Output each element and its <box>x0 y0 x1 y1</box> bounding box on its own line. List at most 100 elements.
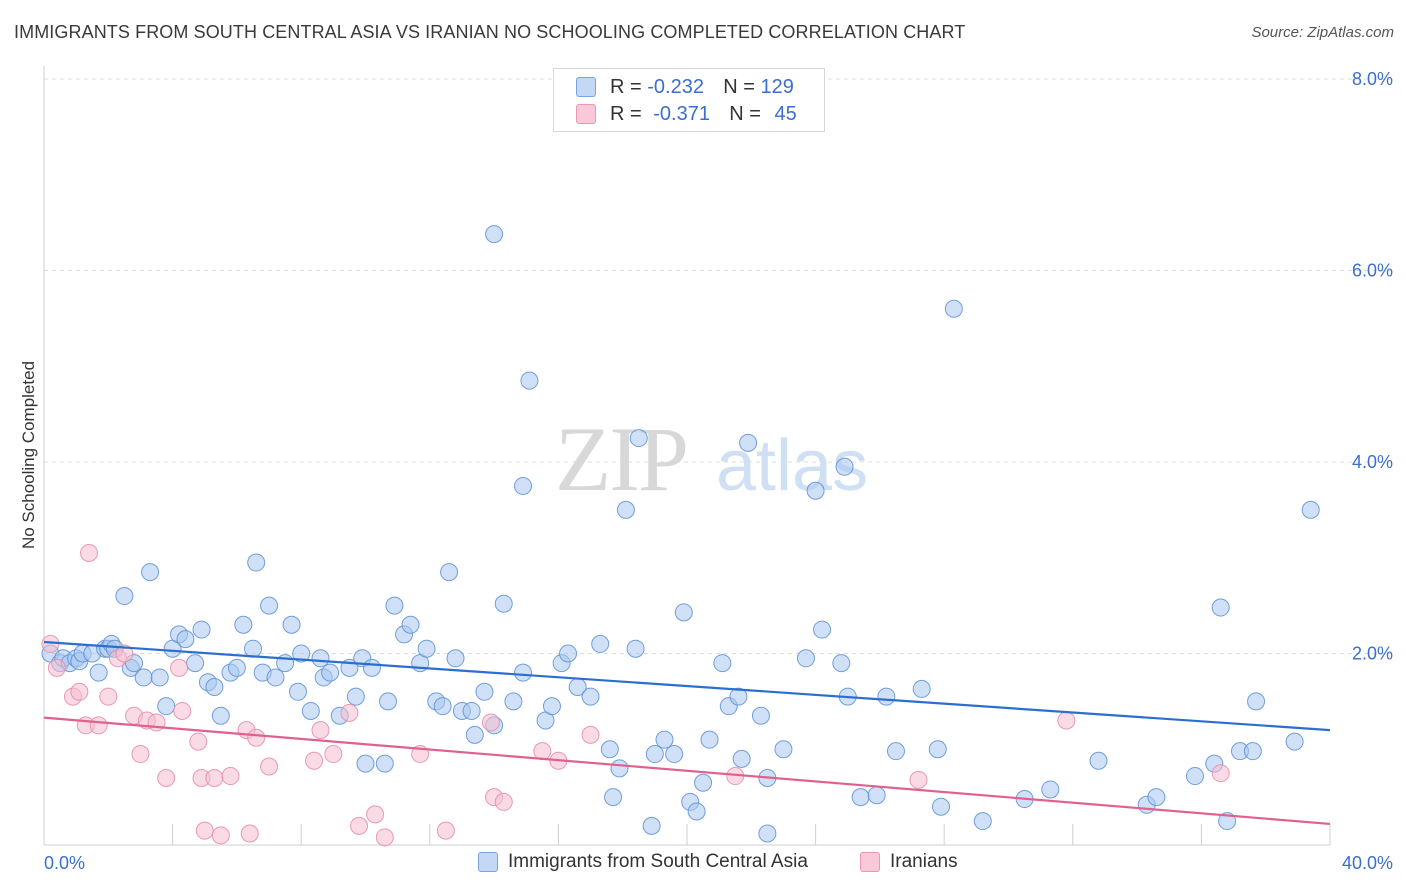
immigrants-point <box>462 701 481 720</box>
bottom-legend-swatch-pink <box>860 852 880 872</box>
immigrants-point <box>674 603 693 622</box>
immigrants-point <box>928 740 947 759</box>
x-tick-label-max: 40.0% <box>1342 853 1393 873</box>
legend-r-label: R = <box>610 102 642 125</box>
immigrants-point <box>1301 500 1320 519</box>
immigrants-point <box>301 701 320 720</box>
iranians-point <box>311 721 330 740</box>
iranians-point <box>205 768 224 787</box>
immigrants-point <box>485 225 504 244</box>
immigrants-point <box>356 754 375 773</box>
immigrants-point <box>687 802 706 821</box>
iranians-point <box>494 792 513 811</box>
immigrants-point <box>645 745 664 764</box>
immigrants-point <box>542 697 561 716</box>
immigrants-point <box>205 678 224 697</box>
y-tick-label: 6.0% <box>1352 261 1393 281</box>
iranians-point <box>115 644 134 663</box>
iranians-point <box>1057 711 1076 730</box>
bottom-legend-label-immigrants: Immigrants from South Central Asia <box>508 851 808 872</box>
immigrants-point <box>806 481 825 500</box>
iranians-point <box>1211 764 1230 783</box>
chart-title: IMMIGRANTS FROM SOUTH CENTRAL ASIA VS IR… <box>14 22 966 42</box>
watermark-zip: ZIP <box>555 408 687 510</box>
immigrants-point <box>655 730 674 749</box>
legend-r-label: R = <box>610 75 642 98</box>
immigrants-point <box>504 692 523 711</box>
immigrants-point <box>1147 788 1166 807</box>
bottom-legend-swatch-blue <box>478 852 498 872</box>
immigrants-point <box>774 740 793 759</box>
immigrants-point <box>321 663 340 682</box>
immigrants-point <box>186 654 205 673</box>
y-tick-label: 4.0% <box>1352 452 1393 472</box>
iranians-point <box>47 658 66 677</box>
immigrants-point <box>1285 732 1304 751</box>
immigrants-point <box>494 594 513 613</box>
legend-swatch-pink <box>576 104 596 124</box>
iranians-point <box>70 682 89 701</box>
immigrants-point <box>311 649 330 668</box>
iranians-point <box>195 821 214 840</box>
immigrants-point <box>944 299 963 318</box>
immigrants-point <box>591 634 610 653</box>
iranians-point <box>131 745 150 764</box>
legend-row-immigrants: R = -0.232 N = 129 <box>576 74 794 100</box>
iranians-point <box>89 716 108 735</box>
immigrants-point <box>886 742 905 761</box>
immigrants-point <box>732 749 751 768</box>
immigrants-point <box>867 786 886 805</box>
iranians-point <box>436 821 455 840</box>
legend-swatch-blue <box>576 77 596 97</box>
immigrants-point <box>751 706 770 725</box>
immigrants-point <box>266 668 285 687</box>
iranians-point <box>240 824 259 843</box>
immigrants-point <box>134 668 153 687</box>
y-tick-label: 8.0% <box>1352 69 1393 89</box>
immigrants-point <box>243 639 262 658</box>
immigrants-point <box>739 433 758 452</box>
legend-n-label: N = <box>723 75 755 98</box>
immigrants-point <box>642 816 661 835</box>
immigrants-point <box>1243 742 1262 761</box>
immigrants-point <box>375 754 394 773</box>
immigrants-point <box>629 429 648 448</box>
immigrants-point <box>282 615 301 634</box>
immigrants-point <box>1185 767 1204 786</box>
iranians-point <box>375 828 394 847</box>
immigrants-point <box>150 668 169 687</box>
immigrants-point <box>260 596 279 615</box>
axis-layer: 2.0% 4.0% 6.0% 8.0% <box>43 66 1393 846</box>
immigrants-point <box>157 697 176 716</box>
immigrants-point <box>1041 780 1060 799</box>
bottom-legend-label-iranians: Iranians <box>890 851 958 872</box>
trend-line-immigrants <box>43 640 1331 732</box>
immigrants-point <box>758 824 777 843</box>
immigrants-point <box>176 630 195 649</box>
immigrants-point <box>379 692 398 711</box>
immigrants-point <box>115 587 134 606</box>
bottom-legend-immigrants: Immigrants from South Central Asia <box>478 851 808 873</box>
iranians-point <box>305 751 324 770</box>
immigrants-point <box>288 682 307 701</box>
immigrants-point <box>610 759 629 778</box>
immigrants-point <box>141 563 160 582</box>
immigrants-point <box>247 553 266 572</box>
grid-layer <box>44 78 1393 654</box>
immigrants-point <box>832 654 851 673</box>
legend-r-value-immigrants: -0.232 <box>647 75 704 98</box>
iranians-point <box>260 757 279 776</box>
iranians-point <box>324 745 343 764</box>
iranians-point <box>340 703 359 722</box>
immigrants-point <box>835 457 854 476</box>
immigrants-point <box>877 687 896 706</box>
immigrants-point <box>616 500 635 519</box>
immigrants-point <box>417 639 436 658</box>
immigrants-point <box>362 658 381 677</box>
immigrants-point <box>1211 598 1230 617</box>
immigrants-point <box>604 788 623 807</box>
immigrants-point <box>729 687 748 706</box>
source-credit: Source: ZipAtlas.com <box>1251 24 1394 41</box>
immigrants-point <box>446 649 465 668</box>
